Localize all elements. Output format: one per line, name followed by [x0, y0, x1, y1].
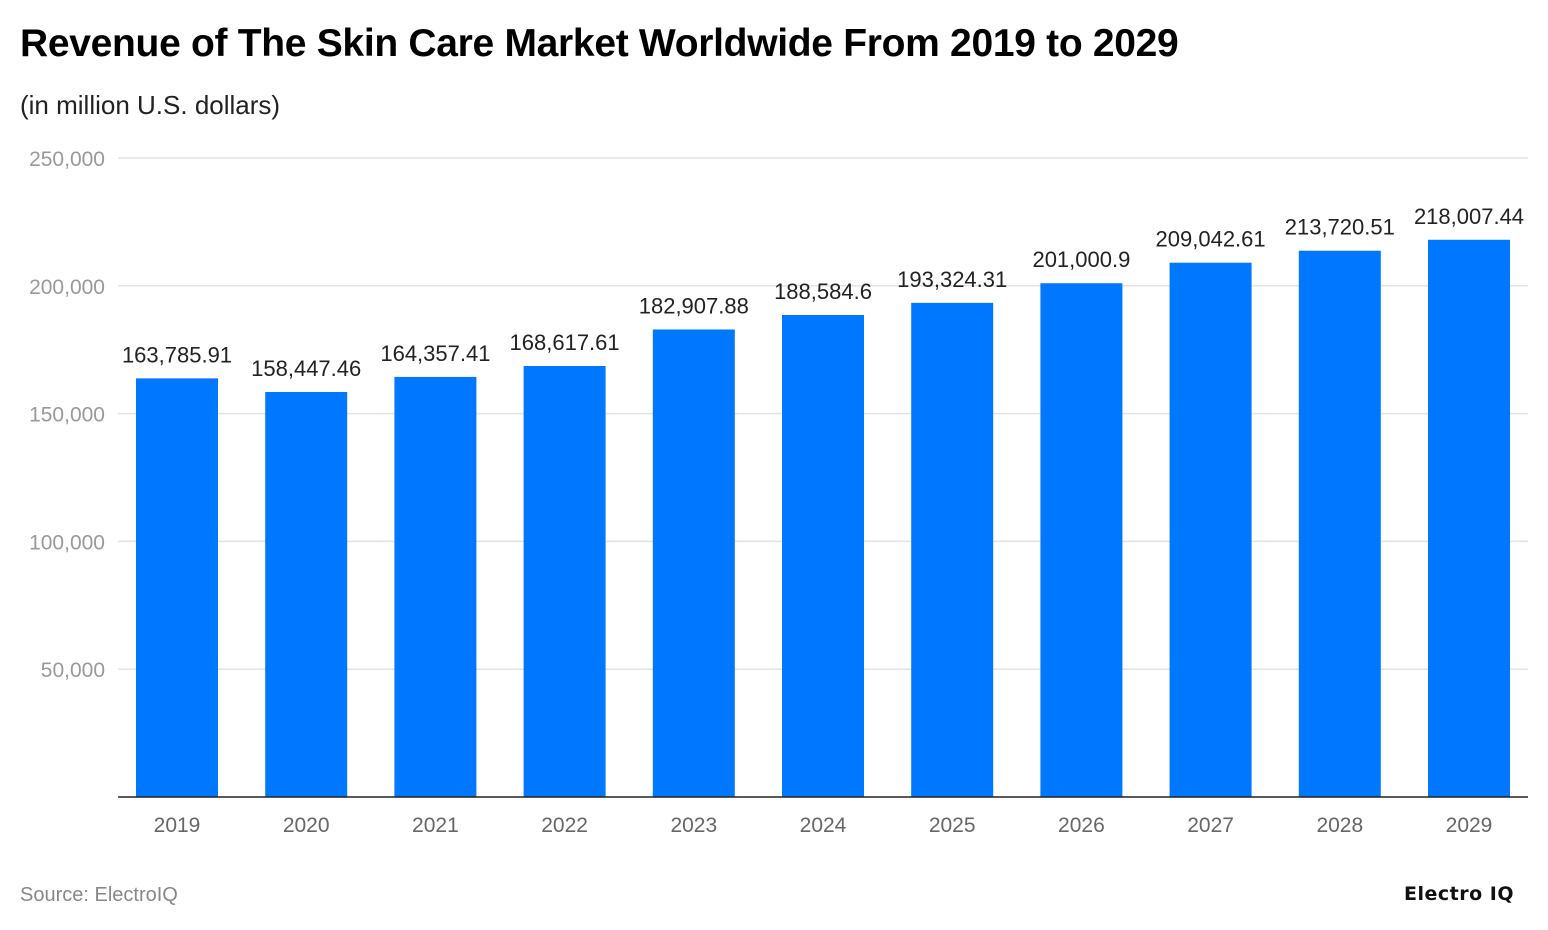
x-tick-label: 2023 [670, 814, 717, 837]
x-tick-label: 2028 [1316, 814, 1363, 837]
x-tick-label: 2029 [1446, 814, 1493, 837]
bar-2021 [394, 376, 477, 797]
chart-subtitle: (in million U.S. dollars) [20, 90, 281, 120]
source-note: Source: ElectroIQ [20, 884, 178, 906]
bar-2020 [265, 392, 348, 797]
bar-2029 [1428, 239, 1510, 798]
x-tick-label: 2020 [283, 814, 330, 837]
data-label: 213,720.51 [1285, 215, 1395, 240]
data-label: 182,907.88 [639, 293, 749, 318]
data-label: 218,007.44 [1414, 204, 1524, 229]
bar-2028 [1298, 250, 1381, 798]
data-label: 193,324.31 [897, 267, 1007, 292]
x-tick-label: 2024 [800, 814, 847, 837]
x-tick-label: 2019 [154, 814, 201, 837]
x-tick-label: 2025 [929, 814, 976, 837]
bar-2023 [652, 329, 735, 797]
electroiq-logo: Electro IQ [1404, 883, 1514, 905]
x-tick-label: 2026 [1058, 814, 1105, 837]
y-tick-label: 100,000 [29, 531, 105, 554]
data-label: 164,357.41 [380, 341, 490, 366]
y-tick-label: 200,000 [29, 276, 105, 299]
bar-2027 [1169, 262, 1252, 797]
y-tick-label: 250,000 [29, 148, 105, 171]
y-tick-label: 50,000 [41, 659, 105, 682]
data-label: 158,447.46 [251, 356, 361, 381]
x-tick-label: 2027 [1187, 814, 1234, 837]
x-tick-label: 2021 [412, 814, 459, 837]
bar-2025 [911, 302, 994, 797]
x-tick-label: 2022 [541, 814, 588, 837]
data-label: 209,042.61 [1156, 227, 1266, 252]
bar-2024 [782, 314, 864, 797]
bar-2019 [136, 378, 218, 797]
data-label: 168,617.61 [510, 330, 620, 355]
data-label: 201,000.9 [1032, 247, 1130, 272]
data-label: 163,785.91 [122, 342, 232, 367]
bar-2026 [1040, 283, 1123, 797]
data-label: 188,584.6 [774, 279, 872, 304]
y-tick-label: 150,000 [29, 404, 105, 427]
chart-title: Revenue of The Skin Care Market Worldwid… [20, 22, 1179, 65]
bar-2022 [523, 366, 606, 797]
